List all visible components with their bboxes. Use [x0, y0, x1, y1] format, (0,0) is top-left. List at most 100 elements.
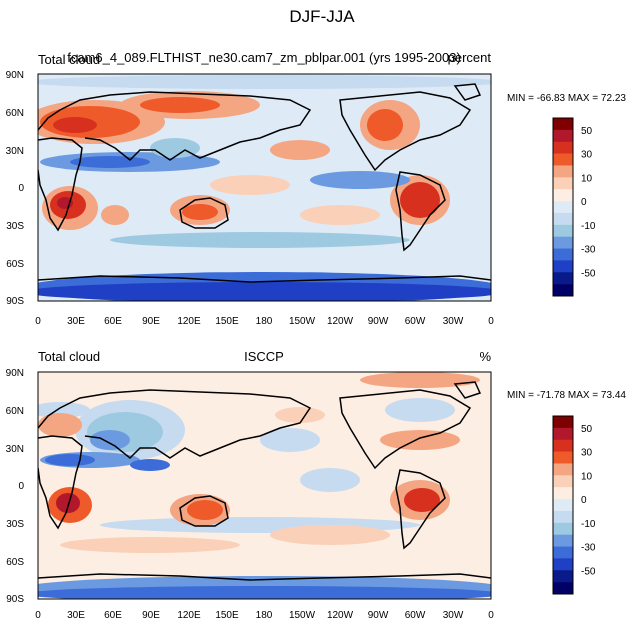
minmax-label: MIN = -66.83 MAX = 72.23: [507, 93, 626, 104]
lon-tick-label: 30E: [67, 316, 85, 327]
map-field: [38, 74, 491, 301]
coastlines: [38, 381, 491, 581]
colorbar-label: -30: [581, 245, 596, 256]
lon-tick-label: 0: [488, 610, 494, 621]
colorbar-swatch: [553, 201, 573, 214]
panel-obs: Total cloud ISCCP %: [6, 349, 627, 621]
lat-tick-label: 60N: [6, 406, 24, 417]
lat-tick-label: 90S: [6, 296, 24, 307]
lon-tick-label: 150E: [215, 316, 239, 327]
lat-tick-label: 60S: [6, 557, 24, 568]
colorbar-label: -10: [581, 221, 596, 232]
colorbar-frame: [552, 415, 574, 595]
colorbar-swatch: [553, 570, 573, 583]
colorbar-swatch: [553, 463, 573, 476]
map-frame: [37, 73, 492, 302]
colorbar-swatch: [553, 165, 573, 178]
lon-axis-labels: 0 30E 60E 90E 120E 150E 180 150W 120W 90…: [35, 610, 494, 621]
lat-axis-labels: 90N 60N 30N 0 30S 60S 90S: [6, 70, 25, 307]
colorbar: 50 30 10 0 -10 -30 -50: [552, 415, 596, 595]
panel-model: Total cloud fcam6_4_089.FLTHIST_ne30.cam…: [6, 50, 627, 327]
colorbar-label: 0: [581, 197, 587, 208]
lon-tick-label: 60W: [405, 316, 426, 327]
colorbar-swatch: [553, 284, 573, 297]
lon-tick-label: 60E: [104, 610, 122, 621]
lat-tick-label: 90S: [6, 594, 24, 605]
panel-right-label: %: [479, 349, 491, 364]
lon-tick-label: 30E: [67, 610, 85, 621]
colorbar-label: -50: [581, 566, 596, 577]
colorbar-label: 30: [581, 448, 593, 459]
colorbar-swatch: [553, 129, 573, 143]
colorbar: 50 30 10 0 -10 -30 -50: [552, 117, 596, 297]
colorbar-swatch: [553, 427, 573, 441]
colorbar-swatch: [553, 451, 573, 464]
lon-tick-label: 150W: [289, 610, 316, 621]
lat-tick-label: 30N: [6, 444, 24, 455]
colorbar-swatch: [553, 534, 573, 547]
lon-tick-label: 90E: [142, 316, 160, 327]
colorbar-swatch: [553, 224, 573, 237]
lon-tick-label: 180: [256, 316, 273, 327]
lat-axis-labels: 90N 60N 30N 0 30S 60S 90S: [6, 368, 25, 605]
lon-tick-label: 90E: [142, 610, 160, 621]
lat-tick-label: 30S: [6, 519, 24, 530]
colorbar-swatch: [553, 189, 573, 202]
panel-center-label: fcam6_4_089.FLTHIST_ne30.cam7_zm_pblpar.…: [67, 50, 461, 65]
lon-tick-label: 60W: [405, 610, 426, 621]
colorbar-swatch: [553, 248, 573, 261]
lon-tick-label: 30W: [443, 610, 464, 621]
colorbar-swatch: [553, 141, 573, 154]
coastlines: [38, 83, 491, 283]
colorbar-label: 10: [581, 471, 593, 482]
colorbar-swatch: [553, 499, 573, 512]
colorbar-swatch: [553, 546, 573, 559]
lon-axis-labels: 0 30E 60E 90E 120E 150E 180 150W 120W 90…: [35, 316, 494, 327]
colorbar-swatch: [553, 236, 573, 249]
figure-title: DJF-JJA: [289, 7, 355, 26]
colorbar-swatch: [553, 510, 573, 524]
lat-tick-label: 60N: [6, 108, 24, 119]
lon-tick-label: 120W: [327, 316, 354, 327]
map-field: [38, 372, 491, 599]
colorbar-label: -50: [581, 268, 596, 279]
lat-tick-label: 30N: [6, 146, 24, 157]
lon-tick-label: 120W: [327, 610, 354, 621]
colorbar-swatch: [553, 582, 573, 595]
colorbar-swatch: [553, 118, 573, 131]
colorbar-swatch: [553, 522, 573, 535]
panel-right-label: percent: [448, 50, 492, 65]
lon-tick-label: 30W: [443, 316, 464, 327]
lat-tick-label: 90N: [6, 368, 24, 379]
lat-tick-label: 60S: [6, 259, 24, 270]
lon-tick-label: 0: [488, 316, 494, 327]
colorbar-label: -30: [581, 543, 596, 554]
colorbar-swatch: [553, 439, 573, 452]
colorbar-swatch: [553, 416, 573, 429]
colorbar-swatch: [553, 153, 573, 166]
minmax-label: MIN = -71.78 MAX = 73.44: [507, 390, 626, 401]
lon-tick-label: 180: [256, 610, 273, 621]
lon-tick-label: 90W: [368, 610, 389, 621]
lon-tick-label: 120E: [177, 610, 201, 621]
colorbar-frame: [552, 117, 574, 297]
colorbar-label: 50: [581, 424, 593, 435]
colorbar-label: 0: [581, 495, 587, 506]
colorbar-label: 10: [581, 173, 593, 184]
map-frame: [37, 371, 492, 600]
lon-tick-label: 0: [35, 610, 41, 621]
colorbar-swatch: [553, 260, 573, 273]
lon-tick-label: 90W: [368, 316, 389, 327]
lon-tick-label: 150E: [215, 610, 239, 621]
lon-tick-label: 120E: [177, 316, 201, 327]
lat-tick-label: 30S: [6, 221, 24, 232]
colorbar-swatch: [553, 272, 573, 285]
lat-tick-label: 90N: [6, 70, 24, 81]
panel-left-label: Total cloud: [38, 52, 100, 67]
panel-left-label: Total cloud: [38, 349, 100, 364]
colorbar-label: 50: [581, 126, 593, 137]
lon-tick-label: 150W: [289, 316, 316, 327]
lon-tick-label: 0: [35, 316, 41, 327]
colorbar-swatch: [553, 558, 573, 571]
